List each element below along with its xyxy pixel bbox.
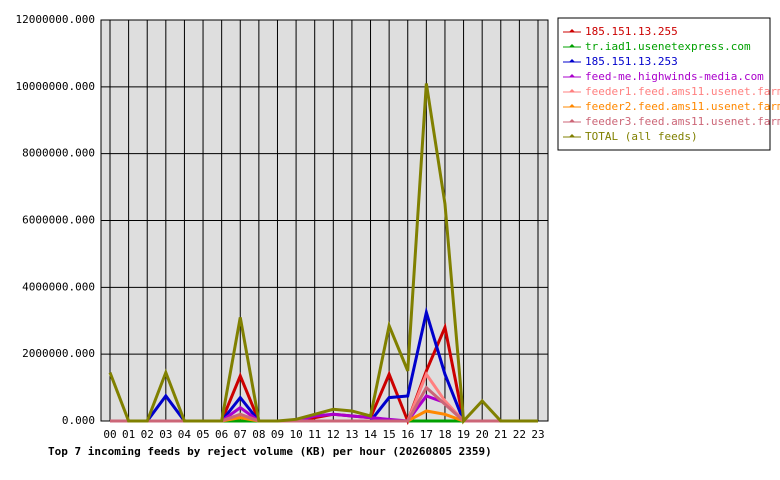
- legend-marker: [569, 134, 575, 137]
- legend-marker: [569, 44, 575, 47]
- legend-label: TOTAL (all feeds): [585, 130, 698, 143]
- x-tick-label: 06: [215, 428, 228, 441]
- legend-marker: [569, 104, 575, 107]
- y-tick-label: 6000000.000: [22, 214, 95, 227]
- x-tick-label: 12: [327, 428, 340, 441]
- y-tick-label: 12000000.000: [16, 13, 95, 26]
- x-tick-label: 04: [178, 428, 192, 441]
- legend-label: 185.151.13.253: [585, 55, 678, 68]
- x-tick-label: 20: [476, 428, 489, 441]
- x-tick-label: 11: [308, 428, 321, 441]
- x-tick-label: 03: [159, 428, 172, 441]
- legend-label: tr.iad1.usenetexpress.com: [585, 40, 751, 53]
- x-tick-label: 14: [364, 428, 378, 441]
- x-tick-label: 09: [271, 428, 284, 441]
- y-tick-label: 0.000: [62, 414, 95, 427]
- legend-label: feeder3.feed.ams11.usenet.farm: [585, 115, 780, 128]
- legend-label: feed-me.highwinds-media.com: [585, 70, 764, 83]
- x-tick-label: 15: [383, 428, 396, 441]
- y-tick-label: 10000000.000: [16, 80, 95, 93]
- series-line: [108, 83, 538, 425]
- legend-label: feeder2.feed.ams11.usenet.farm: [585, 100, 780, 113]
- x-tick-label: 17: [420, 428, 433, 441]
- x-tick-label: 00: [103, 428, 116, 441]
- x-tick-label: 05: [196, 428, 209, 441]
- legend-marker: [569, 59, 575, 62]
- legend-marker: [569, 29, 575, 32]
- x-tick-label: 21: [494, 428, 507, 441]
- x-tick-label: 07: [234, 428, 247, 441]
- y-tick-label: 2000000.000: [22, 347, 95, 360]
- legend-label: feeder1.feed.ams11.usenet.farm: [585, 85, 780, 98]
- x-tick-label: 22: [513, 428, 526, 441]
- y-tick-label: 8000000.000: [22, 147, 95, 160]
- legend-marker: [569, 89, 575, 92]
- chart-title: Top 7 incoming feeds by reject volume (K…: [48, 445, 492, 458]
- x-tick-label: 10: [289, 428, 302, 441]
- y-tick-label: 4000000.000: [22, 280, 95, 293]
- x-tick-label: 01: [122, 428, 135, 441]
- series-line: [110, 385, 538, 423]
- legend-box: [557, 17, 771, 151]
- x-tick-label: 19: [457, 428, 470, 441]
- x-tick-label: 08: [252, 428, 265, 441]
- x-tick-label: 18: [438, 428, 451, 441]
- legend-marker: [569, 119, 575, 122]
- legend-label: 185.151.13.255: [585, 25, 678, 38]
- x-tick-label: 16: [401, 428, 414, 441]
- x-tick-label: 02: [141, 428, 154, 441]
- x-tick-label: 13: [345, 428, 358, 441]
- x-tick-label: 23: [531, 428, 544, 441]
- legend-marker: [569, 74, 575, 77]
